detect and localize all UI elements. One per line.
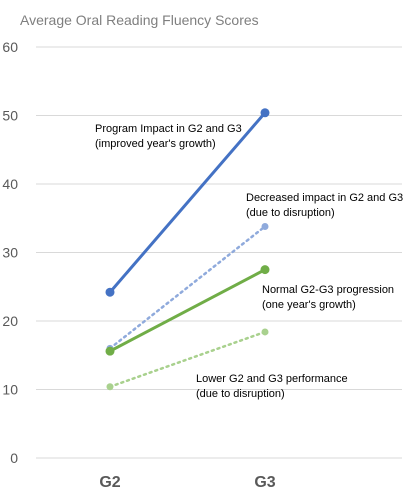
x-axis-ticks: G2 G3 <box>99 474 275 491</box>
x-tick-label-g3: G3 <box>254 474 275 491</box>
y-tick-label: 0 <box>10 450 18 466</box>
series-3-point-g3 <box>261 328 269 336</box>
series-2-line <box>108 268 267 353</box>
chart-title: Average Oral Reading Fluency Scores <box>20 12 259 28</box>
annotation-layer: Program Impact in G2 and G3 (improved yea… <box>95 123 403 400</box>
series-3-annotation-line-1: (due to disruption) <box>196 388 285 400</box>
series-0-annotation-line-1: (improved year's growth) <box>95 138 216 150</box>
series-0-annotation-line-0: Program Impact in G2 and G3 <box>95 123 242 135</box>
y-tick-label: 60 <box>2 39 18 55</box>
grid-layer <box>36 46 402 459</box>
y-tick-label: 40 <box>2 176 18 192</box>
series-2-point-g2 <box>105 346 115 356</box>
series-layer <box>105 108 270 391</box>
series-1-point-g3 <box>261 222 269 230</box>
y-tick-label: 10 <box>2 382 18 398</box>
series-2-annotation-line-0: Normal G2-G3 progression <box>262 284 394 296</box>
series-3-line <box>108 330 267 389</box>
series-1-annotation-line-0: Decreased impact in G2 and G3 <box>246 192 403 204</box>
y-tick-label: 50 <box>2 108 18 124</box>
series-3-annotation-line-0: Lower G2 and G3 performance <box>196 373 348 385</box>
y-tick-label: 20 <box>2 313 18 329</box>
series-3-point-g2 <box>106 383 114 391</box>
series-1-annotation-line-1: (due to disruption) <box>246 207 335 219</box>
y-tick-label: 30 <box>2 245 18 261</box>
series-2-annotation-line-1: (one year's growth) <box>262 299 356 311</box>
series-0-line <box>108 111 267 294</box>
series-2-point-g3 <box>260 265 270 275</box>
y-axis-ticks: 0 10 20 30 40 50 60 <box>2 39 18 466</box>
x-tick-label-g2: G2 <box>99 474 120 491</box>
series-0-point-g3 <box>260 108 270 118</box>
series-0-point-g2 <box>105 287 115 297</box>
series-1-line <box>108 225 267 350</box>
